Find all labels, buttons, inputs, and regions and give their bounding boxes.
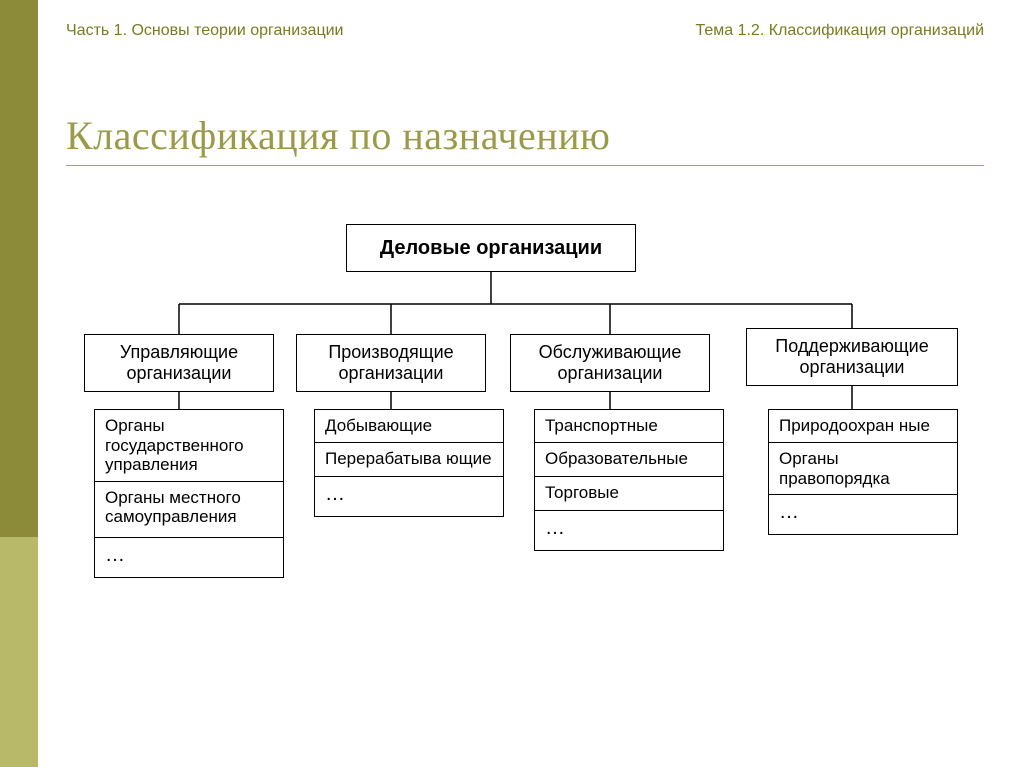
tree-branch-0-item-1: Органы местного самоуправления [94,482,284,538]
tree-root: Деловые организации [346,224,636,272]
sidebar-top-block [0,0,38,537]
org-tree-chart: Деловые организации Управляющие организац… [66,224,986,654]
decorative-sidebar [0,0,38,767]
tree-branch-1-item-2: … [314,477,504,517]
sidebar-bottom-block [0,537,38,767]
tree-branch-3-item-0: Природоохран ные [768,409,958,443]
title-block: Классификация по назначению [66,112,984,166]
slide-title: Классификация по назначению [66,112,984,159]
tree-branch-1-list: ДобывающиеПерерабатыва ющие… [314,409,504,517]
tree-branch-0-item-0: Органы государственного управления [94,409,284,482]
tree-branch-0-item-2: … [94,538,284,578]
tree-branch-2-item-0: Транспортные [534,409,724,443]
tree-branch-0: Управляющие организации [84,334,274,392]
header-right: Тема 1.2. Классификация организаций [695,22,984,40]
tree-branch-2-item-2: Торговые [534,477,724,511]
tree-branch-3-item-2: … [768,495,958,535]
title-underline [66,165,984,166]
tree-branch-2: Обслуживающие организации [510,334,710,392]
slide-header: Часть 1. Основы теории организации Тема … [66,20,984,40]
tree-branch-1-item-1: Перерабатыва ющие [314,443,504,477]
slide-content: Часть 1. Основы теории организации Тема … [38,0,1024,767]
tree-branch-1: Производящие организации [296,334,486,392]
tree-branch-3-list: Природоохран ныеОрганы правопорядка… [768,409,958,535]
tree-branch-2-list: ТранспортныеОбразовательныеТорговые… [534,409,724,551]
tree-branch-2-item-1: Образовательные [534,443,724,477]
tree-branch-3: Поддерживающие организации [746,328,958,386]
tree-branch-0-list: Органы государственного управленияОрганы… [94,409,284,578]
header-left: Часть 1. Основы теории организации [66,22,343,40]
tree-branch-1-item-0: Добывающие [314,409,504,443]
tree-branch-3-item-1: Органы правопорядка [768,443,958,495]
tree-branch-2-item-3: … [534,511,724,551]
